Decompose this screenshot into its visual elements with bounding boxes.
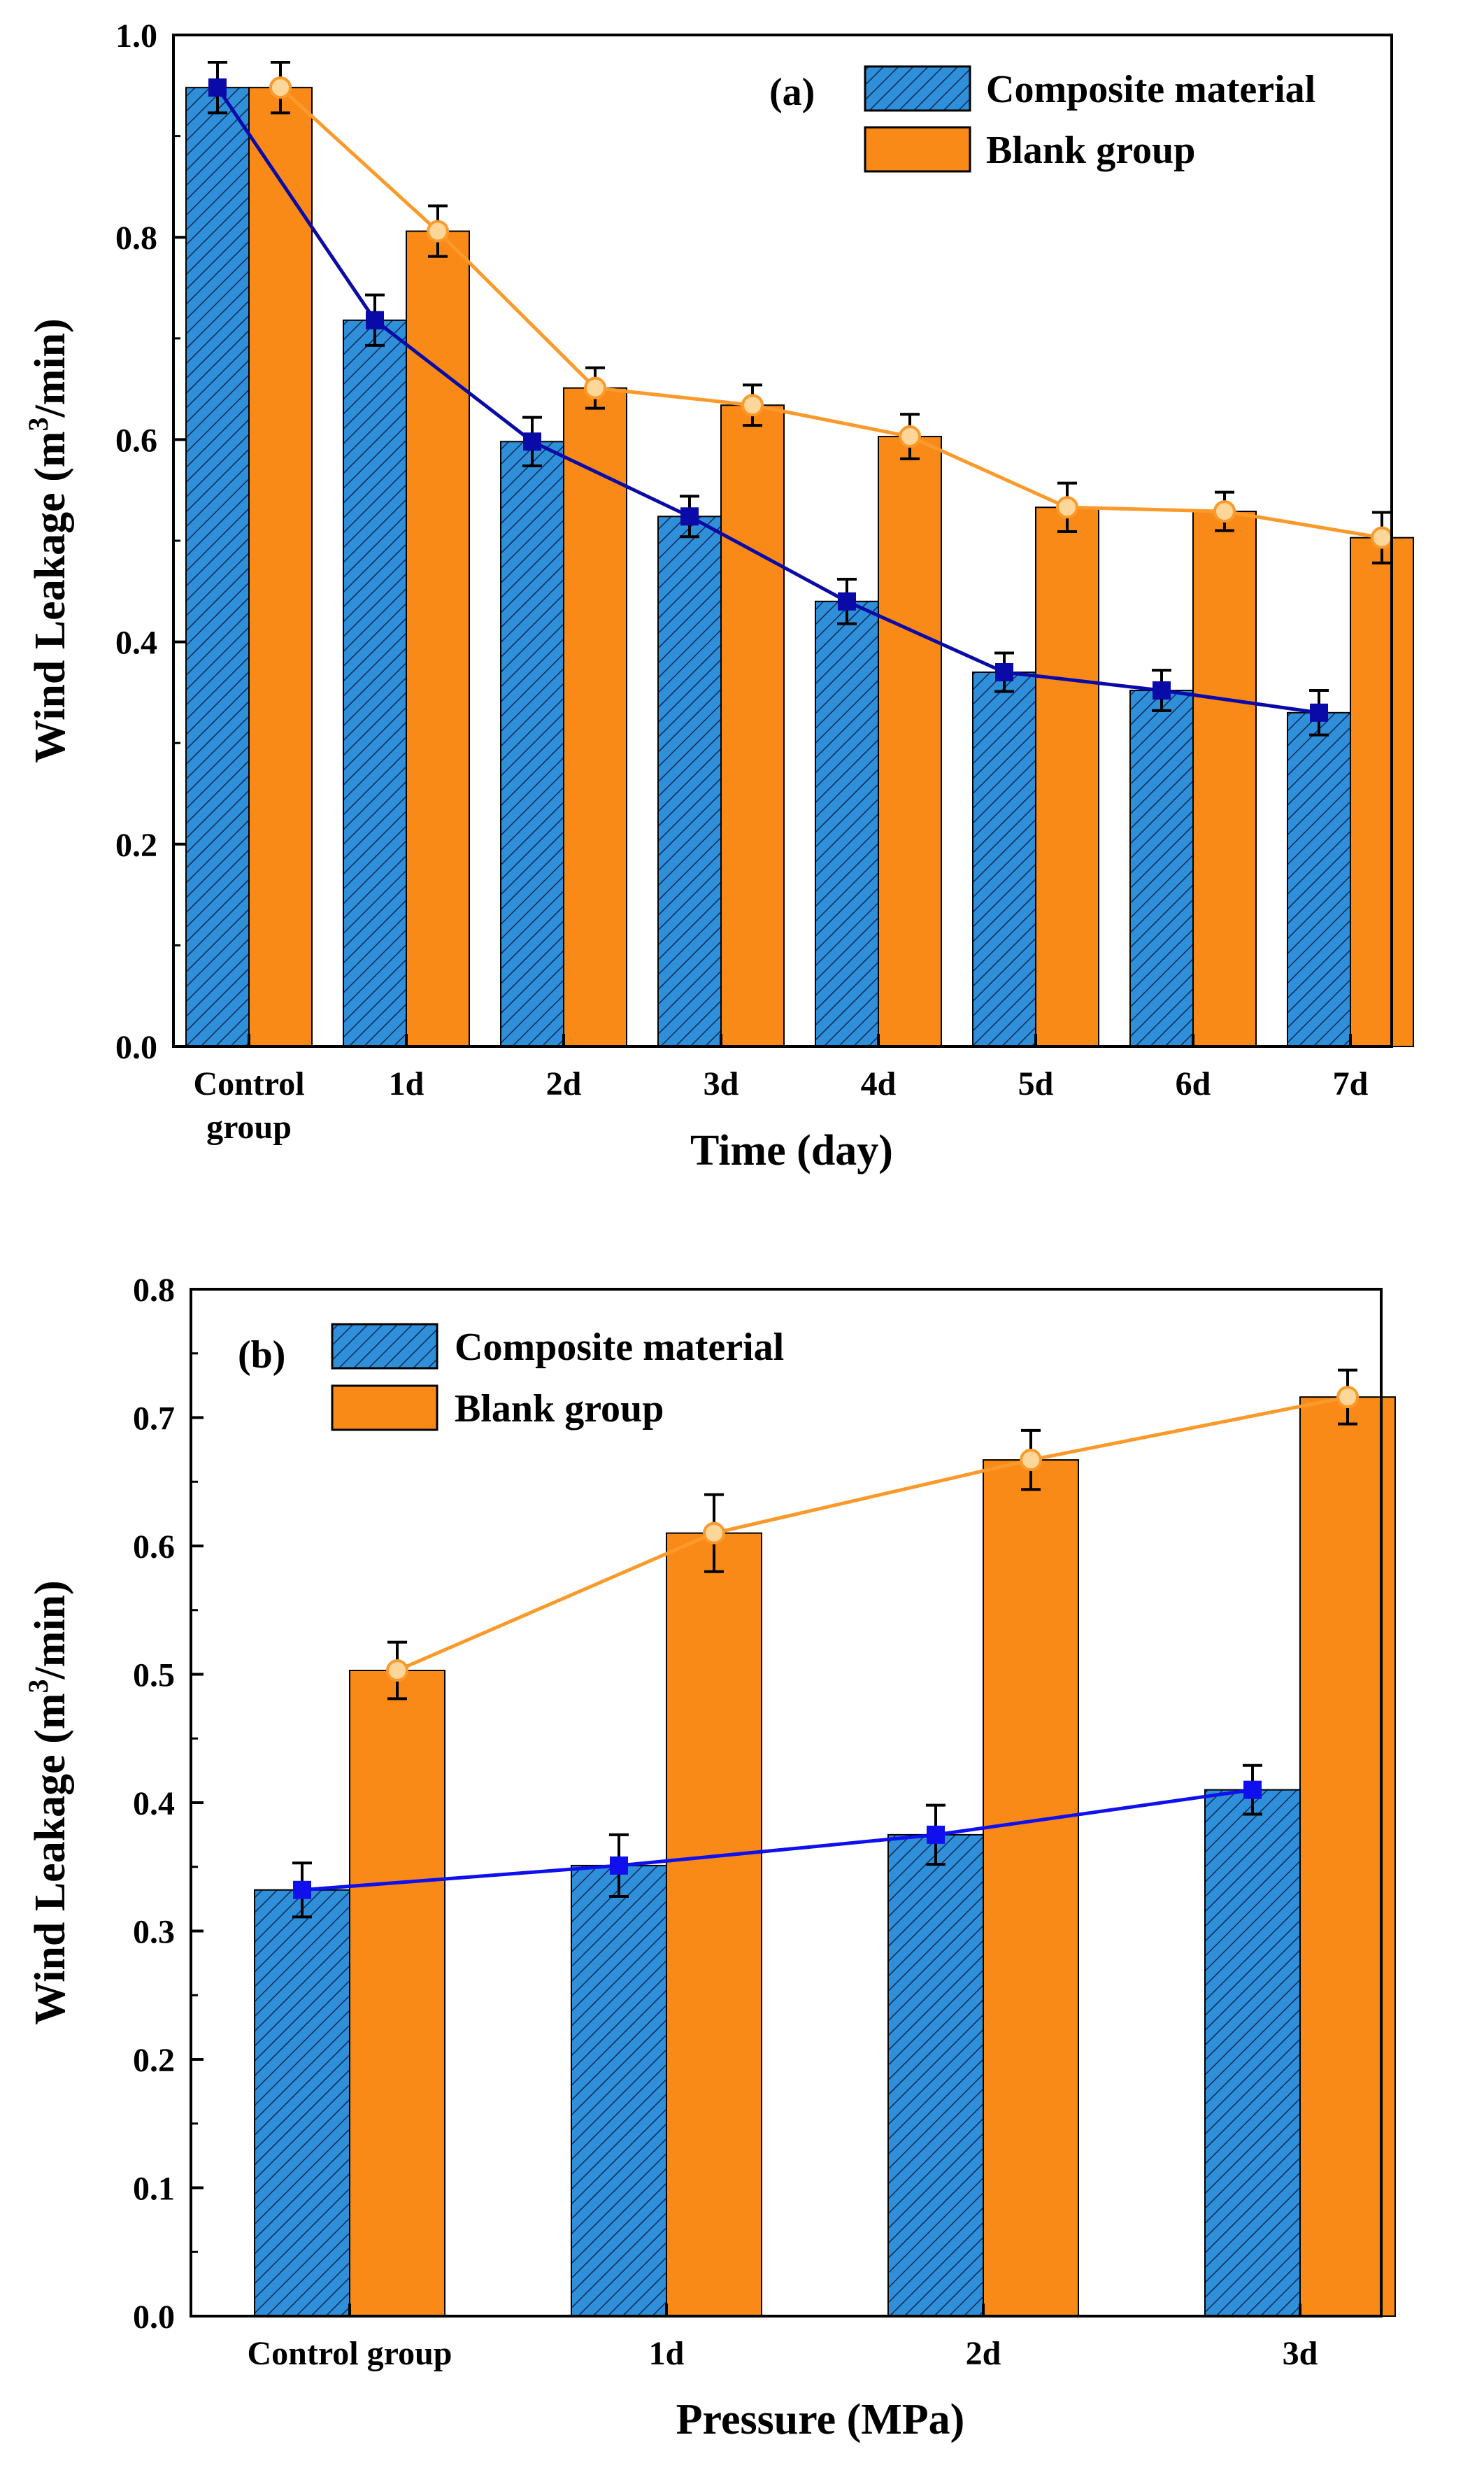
point-blank xyxy=(899,425,921,448)
point-blank xyxy=(427,220,449,243)
x-tick-label: 7d xyxy=(1333,1065,1369,1102)
bar-blank xyxy=(1299,1396,1396,2317)
point-blank xyxy=(703,1521,725,1545)
y-tick-label: 0.5 xyxy=(133,1657,175,1694)
y-tick-label: 0.1 xyxy=(133,2171,175,2208)
y-tick-label: 0.2 xyxy=(115,827,157,864)
y-tick-label: 0.0 xyxy=(133,2299,175,2336)
point-composite xyxy=(610,1856,628,1875)
bar-composite xyxy=(657,516,722,1047)
legend-label-composite-a: Composite material xyxy=(986,68,1315,111)
y-tick-label: 1.0 xyxy=(115,17,157,55)
bar-composite xyxy=(887,1833,984,2317)
bar-composite xyxy=(1204,1789,1301,2317)
legend-label-blank-a: Blank group xyxy=(986,129,1195,172)
point-blank xyxy=(269,76,292,99)
x-axis-title-a: Time (day) xyxy=(690,1127,893,1174)
legend-a: Composite material Blank group xyxy=(864,65,1315,173)
chart-panel-b: 0.0 0.1 0.2 0.3 0.4 0.5 0.6 0.7 0.8 Control grou… xyxy=(22,1272,1396,2443)
x-tick-label: Control xyxy=(193,1065,304,1102)
line-composite xyxy=(215,86,1320,715)
y-tick-label: 0.4 xyxy=(133,1785,175,1822)
point-blank xyxy=(1336,1386,1359,1409)
bar-composite xyxy=(1287,711,1351,1047)
chart-panel-a: 0.0 0.2 0.4 0.6 0.8 1.0 Control group 1d 2d 3d 4d 5… xyxy=(22,17,1414,1174)
panel-label-a: (a) xyxy=(769,71,815,114)
point-composite xyxy=(995,662,1013,681)
panel-label-b: (b) xyxy=(238,1333,285,1377)
point-composite xyxy=(927,1825,945,1844)
point-composite xyxy=(523,432,541,451)
legend-label-composite-b: Composite material xyxy=(455,1326,784,1369)
bar-composite xyxy=(571,1864,667,2318)
y-axis-title-b: Wind Leakage (m3/min) xyxy=(22,1580,74,2024)
y-tick-label: 0.8 xyxy=(133,1272,175,1309)
point-composite xyxy=(208,78,227,97)
point-composite xyxy=(1243,1780,1262,1799)
y-tick-label: 0.4 xyxy=(115,625,157,662)
point-blank xyxy=(741,394,764,417)
bar-blank xyxy=(720,404,785,1047)
point-composite xyxy=(1310,703,1328,722)
x-tick-label-line2: group xyxy=(206,1109,292,1146)
x-tick-label: 2d xyxy=(966,2335,1001,2372)
y-tick-label: 0.3 xyxy=(133,1914,175,1951)
point-blank xyxy=(386,1659,408,1682)
y-tick-label: 0.7 xyxy=(133,1400,175,1438)
bar-blank xyxy=(248,87,313,1047)
x-tick-label: 3d xyxy=(704,1065,739,1102)
bar-blank xyxy=(1350,537,1414,1047)
legend-swatch-blank-a xyxy=(864,126,971,173)
point-composite xyxy=(366,311,384,329)
point-blank xyxy=(584,376,606,399)
bar-composite xyxy=(343,319,407,1048)
bar-composite xyxy=(500,441,564,1047)
x-tick-label: 1d xyxy=(649,2335,685,2372)
bar-composite xyxy=(185,87,250,1047)
bar-blank xyxy=(349,1669,445,2318)
bar-blank xyxy=(1035,506,1099,1047)
bar-composite xyxy=(254,1889,350,2317)
point-blank xyxy=(1020,1449,1042,1472)
y-tick-label: 0.2 xyxy=(133,2042,175,2079)
bar-composite xyxy=(1129,690,1194,1047)
y-tick-label: 0.0 xyxy=(115,1029,157,1066)
legend-swatch-composite-a xyxy=(864,65,971,112)
point-composite xyxy=(293,1880,311,1899)
y-axis-title-a: Wind Leakage (m3/min) xyxy=(22,318,74,762)
point-blank xyxy=(1056,496,1078,519)
legend-swatch-blank-b xyxy=(331,1384,438,1431)
point-composite xyxy=(838,592,856,611)
bar-blank xyxy=(1192,511,1257,1047)
x-tick-label: 4d xyxy=(861,1065,897,1102)
line-blank xyxy=(279,86,1383,540)
y-tick-label: 0.6 xyxy=(115,422,157,459)
point-composite xyxy=(1153,681,1171,700)
bar-blank xyxy=(666,1532,762,2317)
bar-composite xyxy=(972,671,1036,1047)
point-blank xyxy=(1371,526,1393,549)
line-composite xyxy=(301,1788,1253,1892)
bar-blank xyxy=(983,1459,1079,2317)
bar-blank xyxy=(563,387,627,1047)
y-tick-label: 0.6 xyxy=(133,1528,175,1566)
point-blank xyxy=(1213,500,1236,523)
bar-blank xyxy=(878,436,942,1047)
x-axis-title-b: Pressure (MPa) xyxy=(676,2396,965,2443)
bar-composite xyxy=(815,600,879,1047)
point-composite xyxy=(680,507,699,526)
line-blank xyxy=(397,1395,1348,1673)
legend-label-blank-b: Blank group xyxy=(455,1387,664,1431)
legend-b: Composite material Blank group xyxy=(331,1323,784,1431)
x-tick-label: 2d xyxy=(546,1065,582,1102)
x-tick-label: 5d xyxy=(1018,1065,1054,1102)
x-tick-label: 3d xyxy=(1283,2335,1318,2372)
y-tick-label: 0.8 xyxy=(115,220,157,257)
x-tick-label: 6d xyxy=(1176,1065,1211,1102)
legend-swatch-composite-b xyxy=(331,1323,438,1370)
x-tick-label: Control group xyxy=(248,2335,452,2372)
x-tick-label: 1d xyxy=(389,1065,424,1102)
